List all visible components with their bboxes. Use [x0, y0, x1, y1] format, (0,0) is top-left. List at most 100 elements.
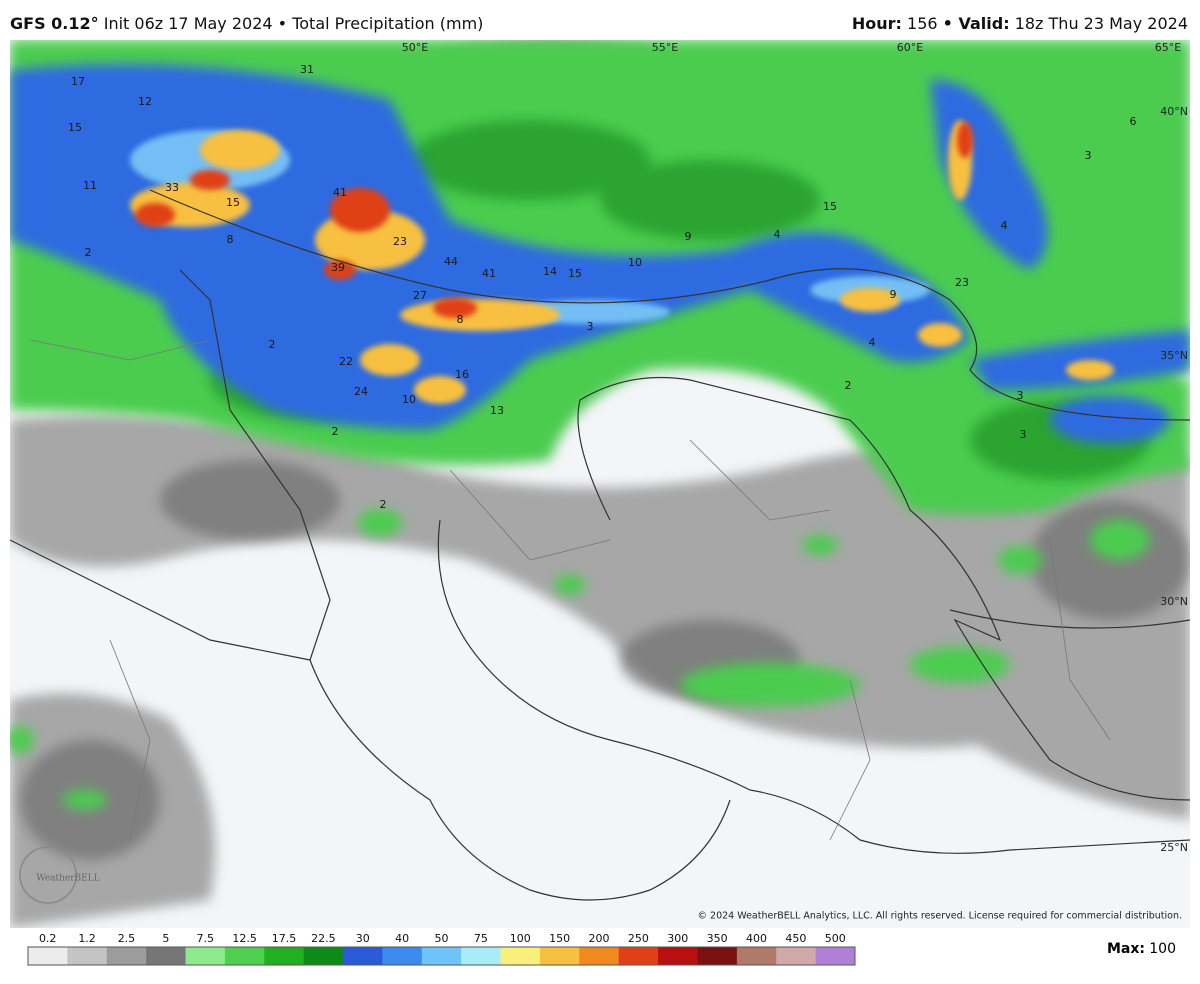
- legend-swatch: [224, 947, 265, 965]
- legend-swatch: [421, 947, 462, 965]
- legend-label: 22.5: [311, 932, 336, 945]
- legend-label: 350: [707, 932, 728, 945]
- point-value: 10: [628, 256, 642, 269]
- legend-label: 75: [474, 932, 488, 945]
- point-value: 8: [227, 233, 234, 246]
- legend-label: 450: [785, 932, 806, 945]
- legend-label: 250: [628, 932, 649, 945]
- legend-label: 400: [746, 932, 767, 945]
- point-value: 12: [138, 95, 152, 108]
- legend-label: 30: [356, 932, 370, 945]
- point-value: 44: [444, 255, 458, 268]
- point-value: 15: [68, 121, 82, 134]
- product: • Total Precipitation (mm): [277, 14, 484, 33]
- lon-label: 65°E: [1155, 41, 1181, 54]
- header-right: Hour: 156 • Valid: 18z Thu 23 May 2024: [852, 14, 1188, 33]
- legend-swatch: [776, 947, 817, 965]
- point-value: 13: [490, 404, 504, 417]
- point-value: 17: [71, 75, 85, 88]
- valid-label: • Valid:: [942, 14, 1010, 33]
- point-value: 15: [823, 200, 837, 213]
- point-value: 39: [331, 261, 345, 274]
- point-value: 31: [300, 63, 314, 76]
- legend-swatch: [697, 947, 738, 965]
- map-labels: 50°E 55°E 60°E 65°E40°N35°N30°N25°N17311215…: [68, 41, 1188, 854]
- point-value: 4: [774, 228, 781, 241]
- point-value: 14: [543, 265, 557, 278]
- legend-label: 5: [162, 932, 169, 945]
- legend-frame: [27, 946, 856, 966]
- hour-label: Hour:: [851, 14, 902, 33]
- legend-label: 7.5: [196, 932, 214, 945]
- legend-label: 17.5: [272, 932, 297, 945]
- legend-swatch: [618, 947, 659, 965]
- point-value: 23: [955, 276, 969, 289]
- point-value: 33: [165, 181, 179, 194]
- lat-label: 25°N: [1160, 841, 1188, 854]
- lon-label: 60°E: [897, 41, 923, 54]
- max: 100: [1149, 941, 1176, 957]
- legend-swatch: [579, 947, 620, 965]
- logo-text: WeatherBELL: [36, 874, 99, 884]
- point-value: 41: [482, 267, 496, 280]
- legend-label: 40: [395, 932, 409, 945]
- max-label: Max:: [1107, 941, 1145, 957]
- legend-swatch: [736, 947, 777, 965]
- point-value: 4: [1001, 219, 1008, 232]
- lat-label: 40°N: [1160, 105, 1188, 118]
- point-value: 11: [83, 179, 97, 192]
- point-value: 15: [568, 267, 582, 280]
- legend-label: 50: [435, 932, 449, 945]
- model: GFS 0.12°: [10, 14, 99, 33]
- legend-swatch: [303, 947, 344, 965]
- legend-swatch: [382, 947, 423, 965]
- legend-label: 0.2: [39, 932, 57, 945]
- point-value: 23: [393, 235, 407, 248]
- point-value: 16: [455, 368, 469, 381]
- legend-label: 200: [589, 932, 610, 945]
- legend-swatch: [264, 947, 305, 965]
- legend-swatch: [461, 947, 502, 965]
- legend-label: 1.2: [78, 932, 96, 945]
- header-left: GFS 0.12° Init 06z 17 May 2024 • Total P…: [10, 14, 483, 33]
- legend-label: 2.5: [118, 932, 136, 945]
- point-value: 10: [402, 393, 416, 406]
- hour: 156: [907, 14, 938, 33]
- point-value: 9: [685, 230, 692, 243]
- point-value: 9: [890, 288, 897, 301]
- legend-swatch: [815, 947, 856, 965]
- point-value: 24: [354, 385, 368, 398]
- point-value: 3: [1020, 428, 1027, 441]
- legend-swatch: [343, 947, 383, 965]
- legend-swatch: [185, 947, 226, 965]
- precip-field: [10, 40, 1190, 928]
- point-value: 2: [85, 246, 92, 259]
- legend-label: 150: [549, 932, 570, 945]
- copyright: © 2024 WeatherBELL Analytics, LLC. All r…: [698, 911, 1182, 922]
- legend-swatch: [106, 947, 147, 965]
- point-value: 2: [332, 425, 339, 438]
- lat-label: 35°N: [1160, 349, 1188, 362]
- point-value: 2: [845, 379, 852, 392]
- map: 50°E 55°E 60°E 65°E40°N35°N30°N25°N17311215…: [10, 40, 1190, 928]
- red-areas: [135, 122, 973, 318]
- lat-label: 30°N: [1160, 595, 1188, 608]
- legend: 100 Max: 0.2 1.2 2.5 5 7.5 12.5 17.5 22.5 30 40 50…: [27, 932, 1176, 966]
- point-value: 15: [226, 196, 240, 209]
- point-value: 3: [587, 320, 594, 333]
- borders: [10, 189, 1190, 901]
- legend-swatch: [146, 947, 187, 965]
- legend-label: 12.5: [232, 932, 257, 945]
- legend-swatch: [28, 947, 68, 965]
- point-value: 41: [333, 186, 347, 199]
- legend-swatch: [539, 947, 580, 965]
- lon-label: 50°E: [402, 41, 428, 54]
- lon-label: 55°E: [652, 41, 678, 54]
- point-value: 8: [457, 313, 464, 326]
- point-value: 2: [380, 498, 387, 511]
- province-lines: [29, 339, 1111, 841]
- legend-swatch: [658, 947, 698, 965]
- point-value: 3: [1085, 149, 1092, 162]
- point-value: 6: [1130, 115, 1137, 128]
